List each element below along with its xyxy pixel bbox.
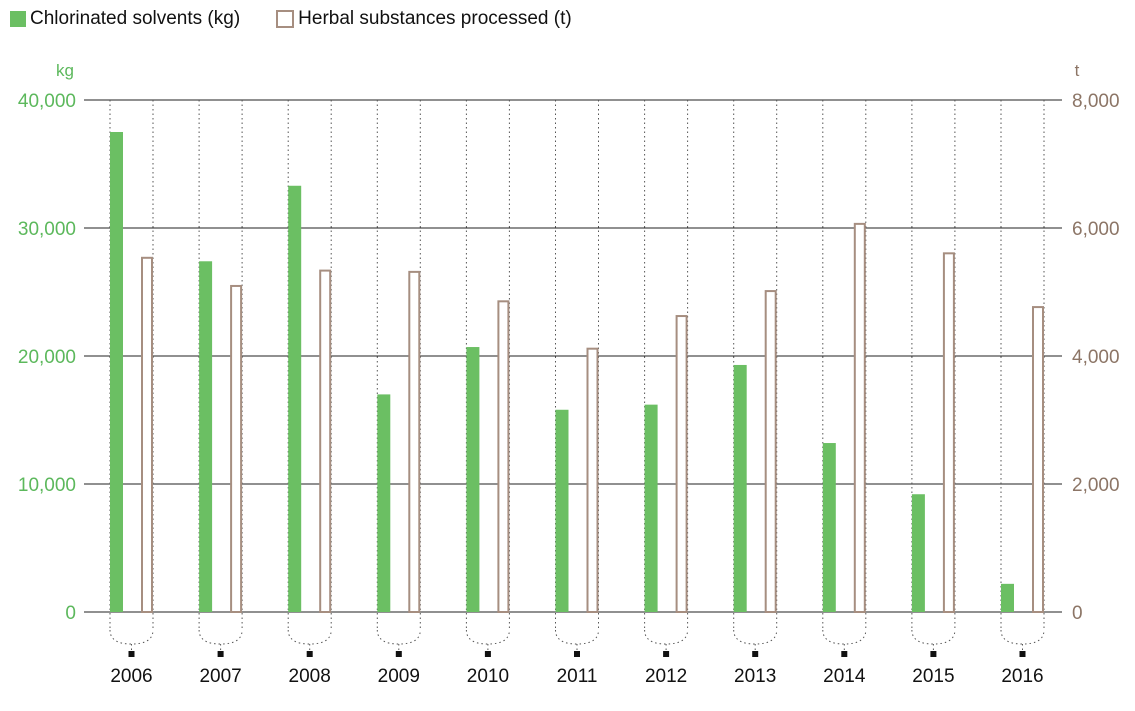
bar-herbal-2012 bbox=[675, 315, 688, 613]
year-marker bbox=[1019, 651, 1026, 657]
left-tick-label: 10,000 bbox=[18, 475, 76, 496]
right-tick-label: 8,000 bbox=[1072, 91, 1120, 112]
year-label: 2015 bbox=[912, 666, 954, 687]
bar-herbal-2013 bbox=[764, 290, 777, 613]
bar-solvents-2008 bbox=[288, 185, 302, 612]
bar-herbal-2008 bbox=[319, 269, 332, 613]
year-marker bbox=[841, 651, 848, 657]
bar-solvents-2013 bbox=[733, 364, 747, 612]
year-label: 2013 bbox=[734, 666, 776, 687]
group-brace bbox=[287, 629, 332, 645]
group-brace bbox=[1000, 629, 1045, 645]
year-marker bbox=[752, 651, 759, 657]
legend-swatch-herbal bbox=[276, 10, 295, 28]
year-marker bbox=[930, 651, 937, 657]
group-brace bbox=[198, 629, 243, 645]
bar-herbal-2009 bbox=[408, 270, 421, 613]
bar-herbal-2011 bbox=[586, 347, 599, 613]
bar-solvents-2015 bbox=[911, 494, 925, 612]
group-brace bbox=[644, 629, 689, 645]
year-marker bbox=[217, 651, 224, 657]
year-marker bbox=[663, 651, 670, 657]
bar-herbal-2007 bbox=[230, 284, 243, 613]
bar-solvents-2011 bbox=[555, 409, 569, 612]
year-label: 2011 bbox=[557, 666, 598, 687]
right-tick-label: 2,000 bbox=[1072, 475, 1120, 496]
group-brace bbox=[109, 629, 154, 645]
year-label: 2006 bbox=[110, 666, 152, 687]
group-brace bbox=[911, 629, 956, 645]
right-tick-label: 0 bbox=[1072, 603, 1083, 624]
bar-herbal-2010 bbox=[497, 300, 510, 613]
year-label: 2010 bbox=[467, 666, 509, 687]
left-tick-label: 40,000 bbox=[18, 91, 76, 112]
year-marker bbox=[128, 651, 135, 657]
year-marker bbox=[306, 651, 313, 657]
legend-item-solvents: Chlorinated solvents (kg) bbox=[10, 8, 240, 30]
left-tick-label: 20,000 bbox=[18, 347, 76, 368]
group-brace bbox=[376, 629, 421, 645]
left-tick-label: 30,000 bbox=[18, 219, 76, 240]
group-brace bbox=[465, 629, 510, 645]
bar-solvents-2009 bbox=[377, 394, 391, 612]
legend-label-herbal: Herbal substances processed (t) bbox=[298, 8, 572, 29]
year-label: 2009 bbox=[378, 666, 420, 687]
year-marker bbox=[484, 651, 491, 657]
right-axis-unit: t bbox=[1075, 61, 1080, 80]
right-tick-label: 6,000 bbox=[1072, 219, 1120, 240]
legend-label-solvents: Chlorinated solvents (kg) bbox=[30, 8, 241, 29]
bar-herbal-2015 bbox=[942, 252, 955, 613]
bar-solvents-2007 bbox=[199, 261, 213, 612]
year-label: 2016 bbox=[1001, 666, 1043, 687]
right-tick-label: 4,000 bbox=[1072, 347, 1120, 368]
bar-herbal-2014 bbox=[853, 222, 866, 613]
left-tick-label: 0 bbox=[65, 603, 76, 624]
group-brace bbox=[555, 629, 599, 645]
bar-solvents-2016 bbox=[1001, 583, 1014, 612]
year-label: 2012 bbox=[645, 666, 687, 687]
bar-solvents-2010 bbox=[466, 347, 480, 612]
year-label: 2007 bbox=[199, 666, 241, 687]
legend-item-herbal: Herbal substances processed (t) bbox=[276, 8, 572, 30]
bar-solvents-2006 bbox=[110, 132, 123, 612]
year-label: 2008 bbox=[289, 666, 331, 687]
bar-herbal-2016 bbox=[1032, 306, 1044, 613]
bar-solvents-2012 bbox=[644, 404, 658, 612]
group-brace bbox=[733, 629, 778, 645]
left-axis-unit: kg bbox=[56, 61, 74, 80]
group-brace bbox=[822, 629, 867, 645]
legend-swatch-solvents bbox=[10, 11, 26, 27]
year-label: 2014 bbox=[823, 666, 866, 687]
year-marker bbox=[395, 651, 402, 657]
year-marker bbox=[574, 651, 580, 657]
bar-herbal-2006 bbox=[141, 256, 153, 613]
bar-solvents-2014 bbox=[822, 443, 836, 612]
chart-legend: Chlorinated solvents (kg) Herbal substan… bbox=[10, 8, 608, 30]
